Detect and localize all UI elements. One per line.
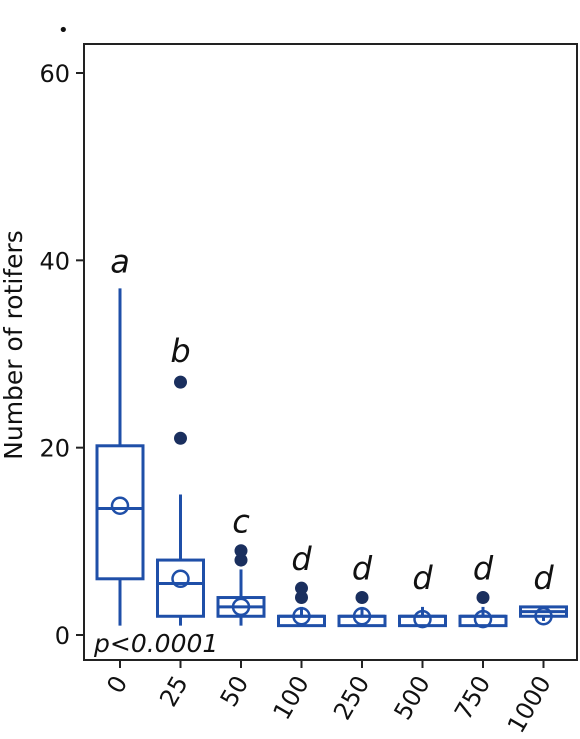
x-tick-label: 25 — [154, 671, 194, 711]
mean-marker — [413, 609, 432, 629]
mean-marker — [473, 609, 493, 629]
outlier-point — [355, 591, 369, 605]
mean-marker — [534, 607, 553, 626]
outlier-point — [295, 581, 308, 595]
group-letter: a — [110, 242, 130, 280]
box-iqr — [156, 558, 205, 618]
y-axis: 0 20 40 60 — [39, 60, 84, 650]
group-letter: d — [412, 559, 433, 597]
x-tick-label: 1000 — [502, 671, 557, 738]
y-tick-label: 60 — [39, 60, 70, 88]
y-tick-label: 20 — [39, 435, 70, 463]
group-letter: b — [170, 332, 190, 370]
x-tick-label: 500 — [389, 671, 436, 725]
mean-marker — [292, 607, 311, 626]
outlier-point — [174, 375, 187, 389]
y-axis-label: Number of rotifers — [0, 230, 28, 460]
mean-marker — [110, 496, 130, 515]
outlier-point — [476, 591, 490, 605]
y-tick-label: 0 — [55, 622, 70, 650]
group-letter: d — [473, 550, 494, 588]
outlier-point — [295, 591, 308, 605]
x-axis: 0 25 50 100 250 500 750 1000 — [101, 660, 557, 738]
corner-mark: • — [58, 20, 69, 41]
outlier-point — [234, 544, 248, 558]
mean-marker — [352, 607, 372, 626]
x-tick-label: 750 — [449, 671, 496, 725]
x-tick-label: 250 — [328, 671, 375, 725]
mean-marker — [231, 597, 251, 617]
plot-frame — [83, 43, 578, 661]
group-letter: d — [352, 550, 373, 588]
outlier-point — [174, 431, 187, 445]
outlier-point — [234, 553, 248, 567]
p-value-annotation: p<0.0001 — [93, 629, 218, 658]
box-iqr — [95, 444, 145, 581]
y-tick-label: 40 — [39, 247, 70, 275]
group-letter: c — [232, 503, 250, 541]
group-letter: d — [533, 559, 554, 597]
group-letter: d — [291, 540, 312, 578]
x-tick-label: 50 — [215, 671, 255, 711]
mean-marker — [171, 569, 190, 589]
x-tick-label: 0 — [101, 671, 133, 698]
box-series: a b c d d d d d — [95, 242, 568, 629]
x-tick-label: 100 — [268, 671, 315, 725]
